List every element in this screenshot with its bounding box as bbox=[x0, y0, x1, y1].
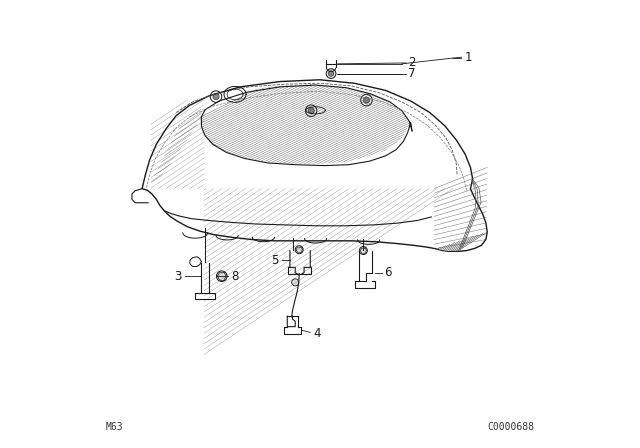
Text: 2: 2 bbox=[408, 56, 416, 69]
Circle shape bbox=[292, 279, 299, 286]
Circle shape bbox=[326, 69, 336, 78]
Circle shape bbox=[295, 246, 303, 254]
Text: 7: 7 bbox=[408, 67, 416, 80]
Text: 1: 1 bbox=[464, 51, 472, 64]
Circle shape bbox=[360, 246, 367, 254]
Text: C0000688: C0000688 bbox=[488, 422, 534, 432]
Circle shape bbox=[361, 95, 372, 106]
Text: 8: 8 bbox=[232, 270, 239, 283]
Circle shape bbox=[211, 91, 222, 102]
Circle shape bbox=[305, 105, 317, 116]
Text: 3: 3 bbox=[175, 270, 182, 283]
Circle shape bbox=[213, 94, 219, 99]
Circle shape bbox=[328, 71, 333, 76]
Text: 6: 6 bbox=[385, 266, 392, 279]
Circle shape bbox=[364, 97, 369, 103]
Circle shape bbox=[308, 108, 314, 114]
Text: 4: 4 bbox=[313, 327, 321, 340]
Text: M63: M63 bbox=[106, 422, 123, 432]
Circle shape bbox=[216, 271, 227, 281]
Text: 5: 5 bbox=[271, 254, 279, 267]
